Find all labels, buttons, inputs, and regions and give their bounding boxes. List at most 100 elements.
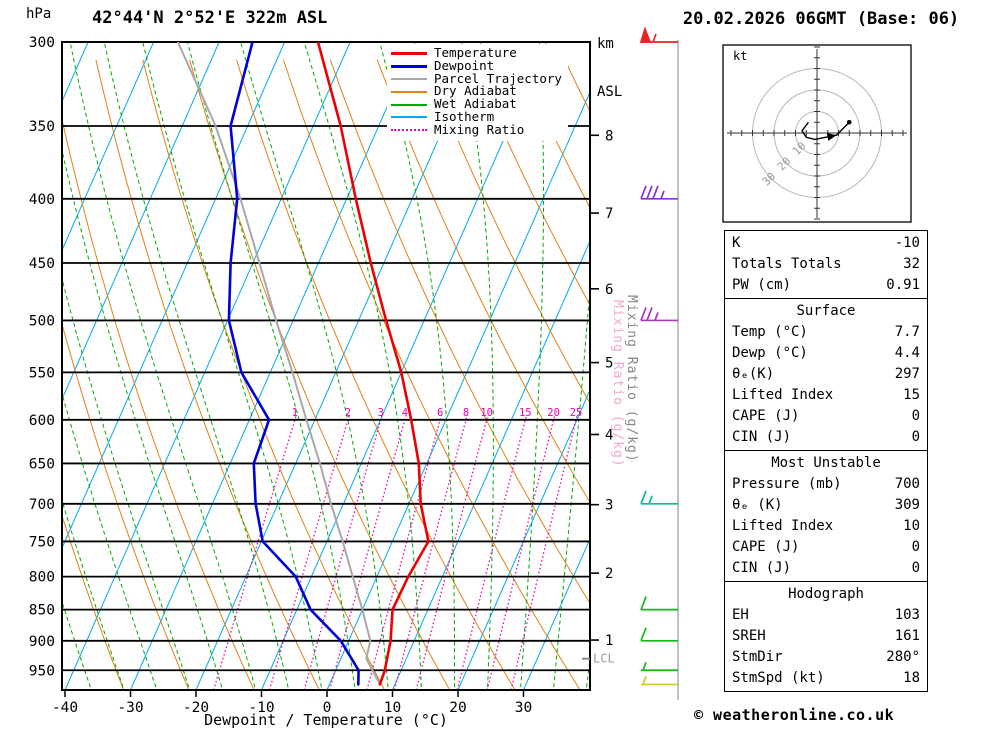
legend-swatch: [391, 64, 427, 68]
svg-text:700: 700: [29, 497, 55, 513]
temperature-line: [316, 42, 430, 686]
km-axis-labels: 1 2 3 4 5 6 7 8: [590, 128, 613, 649]
svg-text:4: 4: [402, 407, 408, 419]
svg-text:1: 1: [292, 407, 298, 419]
table-title: Hodograph: [788, 586, 864, 602]
stats-table-most-unstable: Most Unstable Pressure (mb) 700 θₑ (K) 309 Li…: [724, 450, 928, 582]
legend-label: Dewpoint: [434, 57, 495, 73]
date-title: 20.02.2026 06GMT (Base: 06): [682, 9, 960, 29]
row-value: 0: [911, 408, 920, 424]
legend-label: Temperature: [434, 45, 517, 60]
row-label: StmDir: [732, 649, 783, 665]
svg-text:850: 850: [29, 603, 55, 619]
row-value: 103: [894, 607, 920, 623]
svg-text:3: 3: [605, 498, 613, 514]
svg-text:6: 6: [437, 407, 443, 419]
svg-text:2: 2: [605, 566, 613, 582]
svg-text:550: 550: [29, 365, 55, 381]
svg-text:4: 4: [605, 428, 613, 444]
table-row: CIN (J) 0: [732, 558, 920, 579]
svg-text:7: 7: [605, 206, 613, 222]
row-label: EH: [732, 607, 749, 623]
svg-text:500: 500: [29, 313, 55, 329]
legend-item: Dewpoint: [391, 57, 562, 73]
legend-item: Isotherm: [391, 110, 562, 124]
wind-barb-900: [640, 627, 678, 642]
lcl-label: LCL: [593, 652, 615, 666]
table-row: CAPE (J) 0: [732, 406, 920, 427]
stats-tables: K -10 Totals Totals 32 PW (cm) 0.91 Surface Tem…: [724, 230, 928, 692]
table-row: Dewp (°C) 4.4: [732, 343, 920, 364]
row-value: 0.91: [886, 277, 920, 293]
mixing-ratio-axis-label-pink: Mixing Ratio (g/kg): [610, 300, 625, 468]
wind-barb-400: [640, 185, 678, 200]
svg-text:450: 450: [29, 256, 55, 272]
mixing-ratio-lines: [212, 415, 578, 690]
svg-text:-10: -10: [248, 700, 274, 716]
svg-text:10: 10: [384, 700, 401, 716]
svg-text:-40: -40: [52, 700, 78, 716]
parcel-trajectory-line: [176, 42, 381, 686]
row-label: CIN (J): [732, 560, 792, 576]
svg-text:25: 25: [570, 407, 583, 419]
svg-text:650: 650: [29, 456, 55, 472]
hodograph-unit-label: kt: [733, 49, 747, 63]
wet-adiabat-lines: [62, 42, 590, 688]
legend: Temperature Dewpoint Parcel Trajectory Dry …: [387, 44, 568, 141]
svg-text:750: 750: [29, 534, 55, 550]
row-value: 7.7: [894, 324, 920, 340]
table-row: Lifted Index 15: [732, 385, 920, 406]
wind-barb-column: [639, 26, 679, 700]
row-label: CIN (J): [732, 429, 792, 445]
legend-label: Parcel Trajectory: [434, 70, 562, 86]
pressure-unit-label: hPa: [26, 6, 52, 22]
legend-swatch: [391, 129, 427, 132]
row-value: 700: [894, 476, 920, 492]
pressure-gridlines: [62, 41, 590, 672]
mixing-ratio-axis-label: Mixing Ratio (g/kg): [624, 295, 639, 463]
x-axis-title: Dewpoint / Temperature (°C): [204, 711, 448, 729]
row-label: Dewp (°C): [732, 345, 808, 361]
dewpoint-line: [227, 42, 360, 686]
row-label: StmSpd (kt): [732, 670, 825, 686]
svg-text:300: 300: [29, 35, 55, 51]
svg-text:1: 1: [605, 633, 613, 649]
svg-text:20: 20: [547, 407, 560, 419]
pressure-axis-labels: 300 350 400 450 500 550 600 650 700 750 800 850 900 9…: [29, 35, 55, 679]
wind-barb-950: [641, 661, 678, 672]
table-title: Most Unstable: [771, 455, 881, 471]
svg-text:2: 2: [345, 407, 351, 419]
svg-text:8: 8: [605, 128, 613, 144]
table-row: θₑ(K) 297: [732, 364, 920, 385]
table-row: Pressure (mb) 700: [732, 474, 920, 495]
row-value: 32: [903, 256, 920, 272]
legend-label: Dry Adiabat: [434, 83, 517, 99]
legend-item: Temperature: [391, 45, 562, 60]
mixing-ratio-labels: 1 2 3 4 6 8 10 15 20 25: [292, 407, 583, 419]
legend-swatch: [391, 51, 427, 55]
svg-text:5: 5: [605, 356, 613, 372]
height-unit-km: km: [597, 36, 614, 52]
row-value: 0: [911, 429, 920, 445]
svg-text:350: 350: [29, 119, 55, 135]
row-label: CAPE (J): [732, 408, 800, 424]
row-label: SREH: [732, 628, 766, 644]
table-row: PW (cm) 0.91: [732, 275, 920, 296]
svg-text:15: 15: [519, 407, 532, 419]
svg-text:400: 400: [29, 192, 55, 208]
legend-label: Mixing Ratio: [434, 121, 525, 137]
svg-text:0: 0: [323, 700, 332, 716]
row-label: PW (cm): [732, 277, 792, 293]
svg-text:950: 950: [29, 663, 55, 679]
row-value: 280°: [886, 649, 920, 665]
svg-text:6: 6: [605, 282, 613, 298]
table-row: θₑ (K) 309: [732, 495, 920, 516]
copyright-text: © weatheronline.co.uk: [694, 706, 895, 724]
height-unit-asl: ASL: [597, 84, 623, 100]
table-row: CIN (J) 0: [732, 427, 920, 448]
wind-barb-700: [640, 490, 678, 505]
row-label: Lifted Index: [732, 387, 834, 403]
wind-barb-500: [640, 307, 678, 322]
